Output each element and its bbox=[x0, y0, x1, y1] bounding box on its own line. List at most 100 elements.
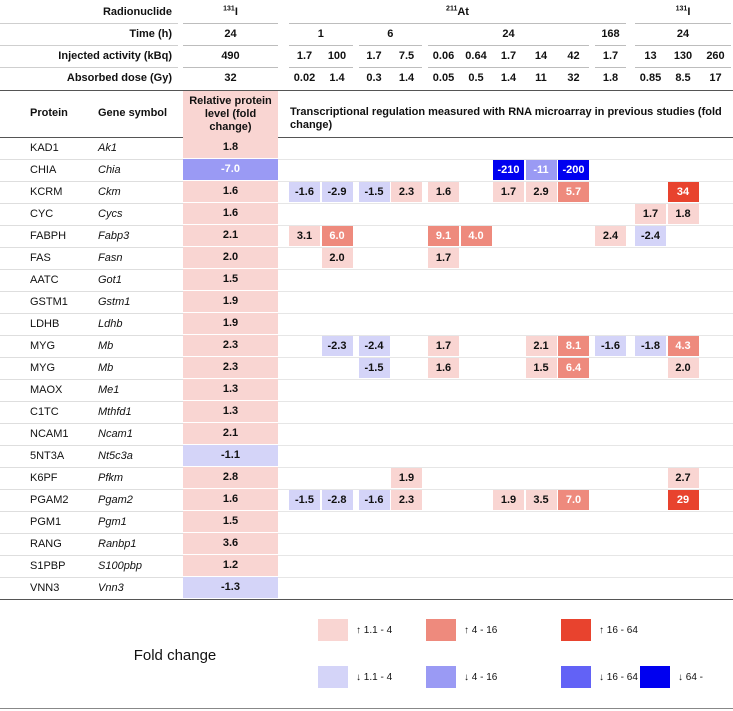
fold-change-cell: -1.6 bbox=[595, 336, 626, 356]
mass-number: 211 bbox=[446, 4, 458, 12]
injected-activity: 0.64 bbox=[465, 49, 487, 62]
absorbed-dose: 17 bbox=[709, 71, 722, 84]
protein: MAOX bbox=[30, 383, 63, 396]
injected-activity: 1.7 bbox=[296, 49, 313, 62]
legend-label: ↑ 16 - 64 bbox=[599, 624, 638, 636]
rule bbox=[0, 422, 183, 424]
legend-swatch bbox=[426, 619, 456, 641]
protein: FAS bbox=[30, 251, 51, 264]
fold-change-cell: -1.5 bbox=[358, 182, 390, 202]
fold-change-cell: -2.4 bbox=[358, 336, 390, 356]
gene-symbol: Me1 bbox=[98, 383, 120, 396]
relative-level: 2.1 bbox=[183, 225, 278, 247]
gene-symbol: Ranbp1 bbox=[98, 537, 137, 550]
radionuclide: 131I bbox=[635, 1, 731, 23]
fold-change-cell: 2.7 bbox=[667, 468, 699, 488]
rule bbox=[0, 67, 178, 68]
fold-change-cell: 4.0 bbox=[460, 226, 492, 246]
relative-level: 2.8 bbox=[183, 467, 278, 489]
column-header: Transcriptional regulation measured with… bbox=[290, 106, 722, 131]
relative-level: 1.6 bbox=[183, 489, 278, 511]
rule bbox=[0, 708, 733, 709]
time: 24 bbox=[676, 27, 690, 40]
injected-activity: 260 bbox=[706, 49, 725, 62]
fold-change-cell: -2.4 bbox=[635, 226, 666, 246]
protein: KAD1 bbox=[30, 141, 59, 154]
rule bbox=[0, 356, 183, 358]
fold-change-cell: 1.9 bbox=[493, 490, 524, 510]
time: 1 bbox=[317, 27, 324, 40]
absorbed-dose: 32 bbox=[567, 71, 580, 84]
legend-swatch bbox=[426, 666, 456, 688]
injected-activity: 42 bbox=[567, 49, 580, 62]
rule bbox=[183, 23, 278, 24]
fold-change-cell: 1.7 bbox=[428, 248, 459, 268]
legend-label: ↑ 1.1 - 4 bbox=[356, 624, 393, 636]
time: 24 bbox=[502, 27, 515, 40]
fold-change-cell: 1.6 bbox=[428, 182, 459, 202]
gene-symbol: Pgm1 bbox=[98, 515, 127, 528]
rule bbox=[0, 576, 183, 578]
gene-symbol: Mb bbox=[98, 361, 114, 374]
relative-level: 1.9 bbox=[183, 291, 278, 313]
rule bbox=[0, 290, 183, 292]
legend-swatch bbox=[318, 619, 348, 641]
fold-change-cell: -2.9 bbox=[321, 182, 353, 202]
gene-symbol: Nt5c3a bbox=[98, 449, 133, 462]
time: 6 bbox=[387, 27, 394, 40]
gene-symbol: Gstm1 bbox=[98, 295, 131, 308]
radionuclide: 131I bbox=[183, 1, 278, 23]
rule bbox=[278, 356, 733, 358]
relative-level: 1.3 bbox=[183, 379, 278, 401]
rule bbox=[0, 466, 183, 468]
legend-label: ↓ 4 - 16 bbox=[464, 671, 498, 683]
rule bbox=[0, 268, 183, 270]
rule bbox=[278, 532, 733, 534]
protein: CYC bbox=[30, 207, 54, 220]
protein: C1TC bbox=[30, 405, 59, 418]
legend-label: ↓ 16 - 64 bbox=[599, 671, 638, 683]
gene-symbol: Mthfd1 bbox=[98, 405, 132, 418]
fold-change-cell: 6.0 bbox=[321, 226, 353, 246]
rule bbox=[0, 90, 733, 91]
gene-symbol: Got1 bbox=[98, 273, 122, 286]
fold-change-cell: 3.5 bbox=[525, 490, 557, 510]
protein: 5NT3A bbox=[30, 449, 65, 462]
injected-activity: 1.7 bbox=[366, 49, 382, 62]
column-header: Gene symbol bbox=[98, 106, 168, 119]
gene-symbol: Pfkm bbox=[98, 471, 124, 484]
header-row-label: Injected activity (kBq) bbox=[58, 49, 172, 62]
mass-number: 131 bbox=[223, 4, 235, 12]
fold-change-cell: 1.5 bbox=[525, 358, 557, 378]
protein: RANG bbox=[30, 537, 62, 550]
gene-symbol: Mb bbox=[98, 339, 114, 352]
fold-change-cell: 3.1 bbox=[289, 226, 320, 246]
rule bbox=[0, 444, 183, 446]
fold-change-cell: 8.1 bbox=[558, 336, 589, 356]
fold-change-cell: -1.8 bbox=[635, 336, 666, 356]
nuclide: 131I bbox=[223, 4, 238, 19]
rule bbox=[428, 67, 589, 68]
fold-change-cell: 29 bbox=[667, 490, 699, 510]
rule bbox=[635, 67, 731, 68]
protein: KCRM bbox=[30, 185, 63, 198]
rule bbox=[0, 510, 183, 512]
relative-level: 3.6 bbox=[183, 533, 278, 555]
rule bbox=[0, 224, 183, 226]
rule bbox=[0, 246, 183, 248]
fold-change-cell: 34 bbox=[667, 182, 699, 202]
absorbed-dose: 1.4 bbox=[398, 71, 415, 84]
rule bbox=[278, 290, 733, 292]
rule bbox=[278, 224, 733, 226]
gene-symbol: Ncam1 bbox=[98, 427, 133, 440]
gene-symbol: Chia bbox=[98, 163, 121, 176]
rule bbox=[0, 599, 733, 600]
fold-change-cell: 2.4 bbox=[595, 226, 626, 246]
protein: NCAM1 bbox=[30, 427, 69, 440]
relative-level: 1.3 bbox=[183, 401, 278, 423]
absorbed-dose: 0.5 bbox=[468, 71, 484, 84]
fold-change-cell: -1.5 bbox=[358, 358, 390, 378]
fold-change-cell: 9.1 bbox=[428, 226, 459, 246]
fold-change-cell: 5.7 bbox=[558, 182, 589, 202]
injected-activity: 0.06 bbox=[432, 49, 455, 62]
